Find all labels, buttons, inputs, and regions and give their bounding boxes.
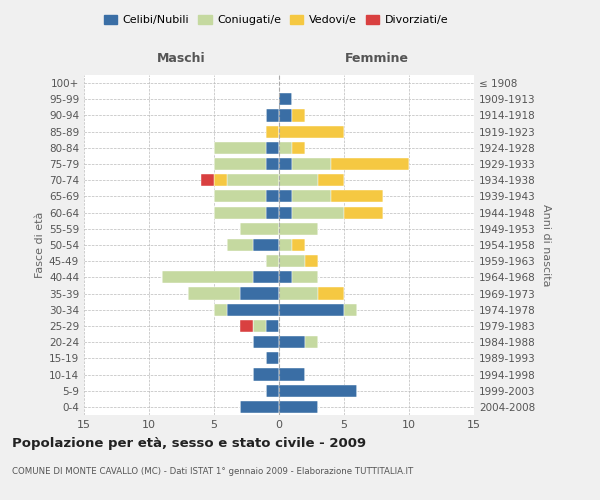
Bar [266, 158, 279, 170]
Bar [279, 272, 292, 283]
Bar [318, 174, 344, 186]
Text: Maschi: Maschi [157, 52, 206, 66]
Bar [279, 174, 318, 186]
Bar [279, 206, 292, 218]
Bar [214, 206, 266, 218]
Bar [279, 401, 318, 413]
Bar [188, 288, 240, 300]
Bar [162, 272, 253, 283]
Text: COMUNE DI MONTE CAVALLO (MC) - Dati ISTAT 1° gennaio 2009 - Elaborazione TUTTITA: COMUNE DI MONTE CAVALLO (MC) - Dati ISTA… [12, 468, 413, 476]
Bar [266, 206, 279, 218]
Bar [279, 384, 357, 397]
Bar [279, 288, 318, 300]
Bar [214, 174, 227, 186]
Bar [240, 288, 279, 300]
Bar [279, 126, 344, 138]
Bar [305, 336, 318, 348]
Bar [292, 239, 305, 251]
Bar [253, 368, 279, 380]
Bar [305, 255, 318, 268]
Bar [240, 222, 279, 235]
Bar [279, 222, 318, 235]
Bar [201, 174, 214, 186]
Bar [344, 304, 357, 316]
Bar [279, 255, 305, 268]
Bar [253, 239, 279, 251]
Bar [266, 352, 279, 364]
Y-axis label: Anni di nascita: Anni di nascita [541, 204, 551, 286]
Bar [214, 304, 227, 316]
Text: Popolazione per età, sesso e stato civile - 2009: Popolazione per età, sesso e stato civil… [12, 438, 366, 450]
Text: Femmine: Femmine [344, 52, 409, 66]
Bar [331, 158, 409, 170]
Bar [253, 272, 279, 283]
Bar [292, 206, 344, 218]
Bar [279, 158, 292, 170]
Bar [214, 190, 266, 202]
Bar [227, 239, 253, 251]
Bar [266, 142, 279, 154]
Bar [266, 110, 279, 122]
Bar [227, 304, 279, 316]
Bar [266, 126, 279, 138]
Bar [266, 255, 279, 268]
Bar [279, 336, 305, 348]
Bar [253, 336, 279, 348]
Bar [292, 110, 305, 122]
Bar [240, 320, 253, 332]
Bar [292, 272, 318, 283]
Bar [214, 142, 266, 154]
Bar [266, 190, 279, 202]
Bar [240, 401, 279, 413]
Bar [253, 320, 266, 332]
Bar [266, 384, 279, 397]
Y-axis label: Fasce di età: Fasce di età [35, 212, 45, 278]
Bar [279, 190, 292, 202]
Bar [344, 206, 383, 218]
Bar [318, 288, 344, 300]
Bar [227, 174, 279, 186]
Bar [279, 142, 292, 154]
Bar [279, 239, 292, 251]
Bar [292, 142, 305, 154]
Bar [266, 320, 279, 332]
Bar [279, 304, 344, 316]
Bar [279, 110, 292, 122]
Legend: Celibi/Nubili, Coniugati/e, Vedovi/e, Divorziati/e: Celibi/Nubili, Coniugati/e, Vedovi/e, Di… [100, 10, 452, 30]
Bar [214, 158, 266, 170]
Bar [292, 190, 331, 202]
Bar [279, 368, 305, 380]
Bar [331, 190, 383, 202]
Bar [279, 93, 292, 106]
Bar [292, 158, 331, 170]
